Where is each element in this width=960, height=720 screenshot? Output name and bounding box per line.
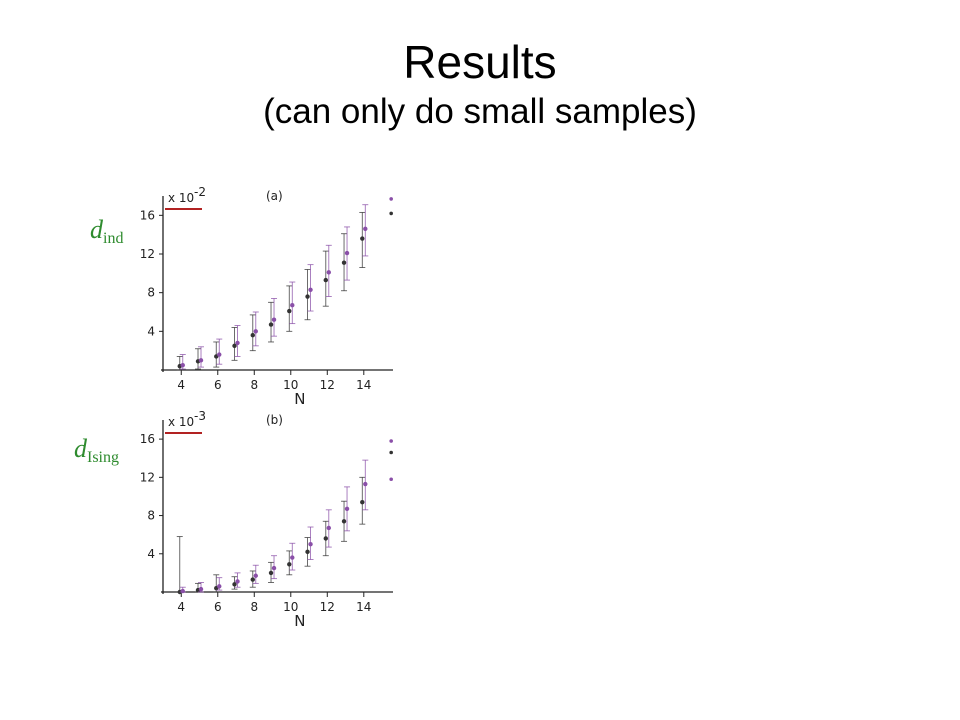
chart-panel-a: 4 8 12 16 4 6 8 10 12 14 Nx 10 -2 (a) bbox=[140, 185, 393, 408]
slide-subtitle: (can only do small samples) bbox=[263, 92, 697, 131]
data-point bbox=[308, 542, 313, 547]
y-label-d-ind-sub: ind bbox=[103, 230, 124, 247]
y-label-d-ind: dind bbox=[90, 217, 123, 247]
x-tick-label: 6 bbox=[214, 378, 222, 392]
data-point bbox=[360, 236, 365, 241]
y-label-d-ising-main: d bbox=[74, 434, 87, 463]
y-label-d-ind-main: d bbox=[90, 215, 103, 244]
data-point bbox=[253, 329, 258, 334]
panel-label: (a) bbox=[266, 189, 283, 203]
x-axis-label: N bbox=[294, 390, 305, 408]
x-tick-label: 8 bbox=[250, 600, 258, 614]
data-point bbox=[217, 352, 222, 357]
outlier-point bbox=[389, 439, 393, 443]
y-tick-label: 4 bbox=[147, 547, 155, 561]
data-point bbox=[344, 506, 350, 512]
data-point bbox=[198, 358, 204, 363]
x-tick-label: 10 bbox=[283, 600, 298, 614]
data-point bbox=[253, 573, 258, 578]
data-point bbox=[217, 584, 222, 589]
data-point bbox=[341, 260, 347, 265]
data-point bbox=[360, 499, 365, 505]
outlier-point bbox=[389, 477, 393, 482]
data-point bbox=[305, 549, 310, 555]
x-tick-label: 10 bbox=[283, 378, 298, 392]
y-tick-label: 12 bbox=[140, 247, 155, 261]
outlier-point bbox=[389, 450, 393, 455]
y-tick-label: 16 bbox=[140, 208, 155, 222]
x-tick-label: 12 bbox=[320, 378, 335, 392]
data-point bbox=[290, 555, 295, 560]
outlier-point bbox=[389, 211, 393, 216]
x-axis-label: N bbox=[294, 612, 305, 630]
data-point bbox=[341, 519, 347, 524]
x-tick-label: 4 bbox=[177, 378, 185, 392]
data-point bbox=[287, 562, 292, 567]
data-point bbox=[363, 226, 368, 232]
y-label-d-ising-sub: Ising bbox=[87, 449, 119, 466]
y-multiplier-exponent: -2 bbox=[194, 185, 206, 199]
data-point bbox=[271, 565, 277, 571]
y-tick-label: 4 bbox=[147, 324, 155, 338]
x-tick-label: 4 bbox=[177, 600, 185, 614]
data-point bbox=[287, 308, 292, 314]
y-tick-label: 8 bbox=[147, 286, 155, 300]
data-point bbox=[235, 579, 240, 584]
chart-panel-b: 4 8 12 16 4 6 8 10 12 14 Nx 10 -3 (b) bbox=[140, 409, 393, 630]
x-tick-label: 12 bbox=[320, 600, 335, 614]
y-multiplier-exponent: -3 bbox=[194, 409, 206, 423]
x-tick-label: 14 bbox=[356, 378, 371, 392]
data-point bbox=[268, 570, 274, 576]
slide-title: Results bbox=[403, 36, 557, 88]
y-tick-label: 8 bbox=[147, 509, 155, 523]
y-label-d-ising: dIsing bbox=[74, 436, 119, 466]
data-point bbox=[308, 287, 313, 292]
data-point bbox=[290, 303, 295, 308]
data-point bbox=[250, 577, 255, 582]
panel-label: (b) bbox=[266, 413, 283, 427]
data-point bbox=[326, 525, 331, 531]
x-tick-label: 6 bbox=[214, 600, 222, 614]
data-point bbox=[363, 481, 368, 487]
data-point bbox=[323, 536, 328, 541]
data-point bbox=[232, 343, 237, 349]
data-point bbox=[323, 277, 328, 283]
y-multiplier: x 10 bbox=[168, 415, 194, 429]
data-point bbox=[232, 582, 237, 587]
data-point bbox=[268, 322, 274, 327]
data-point bbox=[250, 333, 255, 338]
data-point bbox=[344, 250, 350, 256]
y-multiplier: x 10 bbox=[168, 191, 194, 205]
data-point bbox=[235, 340, 240, 346]
data-point bbox=[180, 588, 185, 594]
y-tick-label: 12 bbox=[140, 470, 155, 484]
data-point bbox=[180, 362, 185, 368]
y-tick-label: 16 bbox=[140, 432, 155, 446]
data-point bbox=[198, 586, 204, 592]
x-tick-label: 8 bbox=[250, 378, 258, 392]
data-point bbox=[271, 317, 277, 322]
outlier-point bbox=[389, 197, 393, 201]
data-point bbox=[326, 270, 331, 275]
data-point bbox=[305, 294, 310, 299]
x-tick-label: 14 bbox=[356, 600, 371, 614]
